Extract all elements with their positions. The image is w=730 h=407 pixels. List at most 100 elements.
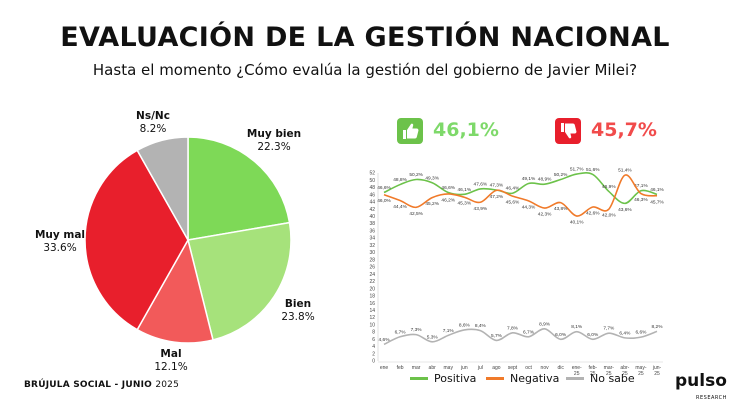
x-tick-label: jul <box>477 365 483 371</box>
x-tick-label: mar-25 <box>604 365 615 377</box>
y-tick-label: 14 <box>369 308 375 314</box>
y-tick-label: 22 <box>369 279 375 285</box>
data-label-positiva: 46,9% <box>602 184 616 190</box>
x-tick-label: ago <box>492 365 501 371</box>
data-label-positiva: 48,8% <box>393 177 407 183</box>
legend-no-sabe-label: No sabe <box>590 372 635 385</box>
thumbs-down-icon <box>555 118 581 144</box>
data-label-positiva: 47,3% <box>490 182 504 188</box>
data-label-no-sabe: 6,7% <box>523 329 535 335</box>
pie-label-mal: Mal 12.1% <box>146 348 196 374</box>
data-label-no-sabe: 5,3% <box>427 334 439 340</box>
data-label-positiva: 47,6% <box>474 181 488 187</box>
y-tick-label: 44 <box>369 200 375 206</box>
x-tick-label: abr-25 <box>620 365 629 377</box>
y-tick-label: 12 <box>369 315 375 321</box>
data-label-positiva: 47,1% <box>634 183 648 189</box>
x-tick-label: oct <box>525 365 532 371</box>
data-label-positiva: 46,6% <box>377 185 391 191</box>
y-tick-label: 6 <box>372 337 375 343</box>
data-label-negativa: 42,6% <box>586 210 600 216</box>
y-tick-label: 18 <box>369 294 375 300</box>
data-label-no-sabe: 8,2% <box>652 324 664 330</box>
legend-no-sabe-swatch <box>566 377 584 380</box>
x-tick-label: mar <box>412 365 421 371</box>
series-line-negativa <box>383 174 658 217</box>
data-label-negativa: 46,2% <box>441 197 455 203</box>
legend-positiva-swatch <box>410 377 428 380</box>
x-tick-label: jun-25 <box>652 365 662 377</box>
pie-label-bien: Bien 23.8% <box>268 298 328 324</box>
y-tick-label: 28 <box>369 257 375 263</box>
x-tick-label: abr <box>429 365 437 371</box>
data-label-no-sabe: 6,6% <box>635 330 647 336</box>
data-label-positiva: 43,6% <box>618 207 632 213</box>
x-tick-label: ene <box>380 365 389 371</box>
y-tick-label: 8 <box>372 330 375 336</box>
pie-label-mal-name: Mal <box>160 348 182 360</box>
y-tick-label: 32 <box>369 243 375 249</box>
data-label-negativa: 45,3% <box>457 201 471 207</box>
data-label-positiva: 46,1% <box>457 187 471 193</box>
y-tick-label: 46 <box>369 192 375 198</box>
pie-slice-muy-bien <box>187 136 291 241</box>
y-tick-label: 20 <box>369 286 375 292</box>
y-tick-label: 10 <box>369 322 375 328</box>
legend-negativa-label: Negativa <box>510 372 560 385</box>
x-tick-label: jun <box>460 365 468 371</box>
y-tick-label: 38 <box>369 221 375 227</box>
data-label-negativa: 40,1% <box>570 220 584 226</box>
page-title: EVALUACIÓN DE LA GESTIÓN NACIONAL <box>60 22 670 53</box>
data-label-no-sabe: 7,7% <box>603 326 615 332</box>
data-label-no-sabe: 6,0% <box>555 332 567 338</box>
pie-label-ns-nc-value: 8.2% <box>139 123 167 135</box>
y-tick-label: 50 <box>369 178 375 184</box>
positive-kpi-value: 46,1% <box>433 119 499 141</box>
x-tick-label: feb <box>397 365 404 371</box>
data-label-negativa: 45,7% <box>650 199 664 205</box>
data-label-negativa: 44,3% <box>522 204 536 210</box>
data-label-negativa: 42,3% <box>538 212 552 218</box>
pie-label-bien-value: 23.8% <box>281 311 315 323</box>
pie-label-bien-name: Bien <box>284 298 312 310</box>
data-label-positiva: 46,6% <box>441 185 455 191</box>
data-label-positiva: 49,1% <box>522 176 536 182</box>
data-label-no-sabe: 7,3% <box>411 327 423 333</box>
y-tick-label: 2 <box>372 351 375 357</box>
legend-negativa: Negativa <box>486 372 559 385</box>
page-subtitle: Hasta el momento ¿Cómo evalúa la gestión… <box>92 61 638 79</box>
data-label-no-sabe: 4,6% <box>379 337 391 343</box>
y-tick-label: 34 <box>369 236 375 242</box>
data-label-no-sabe: 7,1% <box>443 328 455 334</box>
legend-no-sabe: No sabe <box>566 372 635 385</box>
pie-label-muy-bien-name: Muy bien <box>246 128 302 140</box>
x-tick-label: ene-25 <box>572 365 582 377</box>
data-label-negativa: 47,2% <box>490 194 504 200</box>
data-label-no-sabe: 8,4% <box>475 323 487 329</box>
data-label-negativa: 45,2% <box>425 201 439 207</box>
y-tick-label: 4 <box>372 344 375 350</box>
y-tick-label: 48 <box>369 185 375 191</box>
data-label-no-sabe: 6,0% <box>587 332 599 338</box>
pie-label-ns-nc-name: Ns/Nc <box>136 110 170 122</box>
data-label-negativa: 51,4% <box>618 168 632 174</box>
pie-label-muy-bien-value: 22.3% <box>257 141 291 153</box>
data-label-positiva: 50,2% <box>554 172 568 178</box>
data-label-no-sabe: 6,4% <box>619 330 631 336</box>
y-tick-label: 0 <box>372 359 375 365</box>
data-label-positiva: 49,3% <box>425 175 439 181</box>
pie-label-muy-mal-value: 33.6% <box>43 242 77 254</box>
data-label-no-sabe: 8,6% <box>459 322 471 328</box>
y-tick-label: 26 <box>369 265 375 271</box>
data-label-positiva: 48,9% <box>538 177 552 183</box>
pie-label-muy-mal-name: Muy mal <box>34 229 86 241</box>
legend-positiva-label: Positiva <box>434 372 477 385</box>
data-label-no-sabe: 6,7% <box>395 329 407 335</box>
pie-slice-mal <box>136 237 214 344</box>
y-tick-label: 36 <box>369 228 375 234</box>
y-tick-label: 40 <box>369 214 375 220</box>
data-label-negativa: 46,3% <box>634 197 648 203</box>
x-tick-label: may <box>444 365 454 371</box>
